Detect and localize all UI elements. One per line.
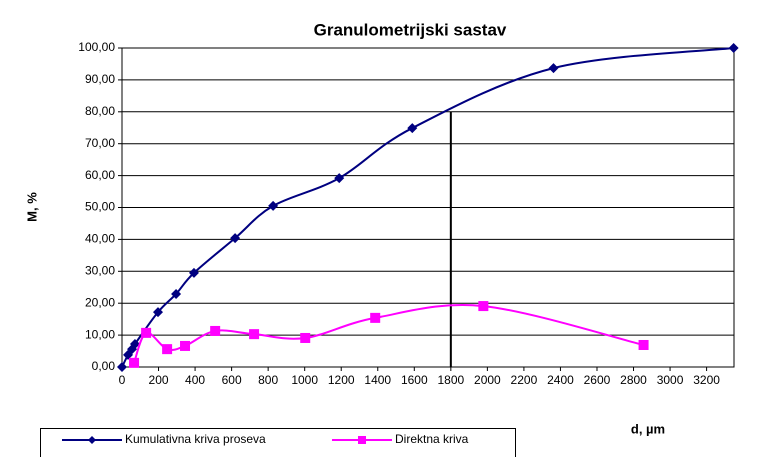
x-tick-label: 1800 — [437, 373, 464, 387]
data-point — [638, 339, 649, 350]
data-point — [300, 332, 311, 343]
data-point — [334, 173, 345, 184]
y-tick-label: 10,00 — [85, 327, 115, 341]
legend-label: Kumulativna kriva proseva — [125, 432, 266, 446]
x-tick-label: 0 — [119, 373, 126, 387]
data-point — [117, 362, 127, 372]
legend — [40, 428, 516, 457]
data-point — [370, 312, 381, 323]
y-tick-label: 0,00 — [92, 359, 116, 373]
y-tick-label: 50,00 — [85, 200, 115, 214]
y-tick-label: 60,00 — [85, 168, 115, 182]
y-tick-label: 20,00 — [85, 295, 115, 309]
x-axis-label: d, µm — [631, 421, 665, 436]
x-tick-label: 600 — [222, 373, 242, 387]
y-tick-label: 30,00 — [85, 263, 115, 277]
y-tick-label: 40,00 — [85, 232, 115, 246]
data-point — [152, 307, 163, 318]
x-tick-label: 2600 — [584, 373, 611, 387]
x-tick-label: 200 — [149, 373, 169, 387]
legend-marker — [88, 436, 96, 444]
legend-marker — [358, 436, 366, 444]
x-tick-label: 2800 — [620, 373, 647, 387]
data-point — [180, 340, 191, 351]
x-tick-label: 2400 — [547, 373, 574, 387]
y-tick-label: 100,00 — [78, 40, 115, 54]
y-tick-label: 80,00 — [85, 104, 115, 118]
data-point — [249, 329, 260, 340]
x-tick-label: 400 — [185, 373, 205, 387]
legend-label: Direktna kriva — [395, 432, 469, 446]
x-tick-label: 2000 — [474, 373, 501, 387]
x-tick-label: 1000 — [291, 373, 318, 387]
x-tick-label: 1600 — [401, 373, 428, 387]
x-tick-label: 1200 — [328, 373, 355, 387]
data-point — [210, 325, 221, 336]
data-point — [129, 357, 140, 368]
data-point — [268, 200, 279, 211]
data-point — [230, 233, 241, 244]
data-point — [188, 267, 199, 278]
data-point — [162, 344, 173, 355]
data-point — [407, 123, 418, 134]
data-point — [171, 288, 182, 299]
data-point — [129, 339, 140, 350]
x-tick-label: 800 — [258, 373, 278, 387]
x-tick-label: 1400 — [364, 373, 391, 387]
data-point — [548, 63, 559, 74]
data-point — [478, 301, 489, 312]
y-tick-label: 90,00 — [85, 72, 115, 86]
chart-title: Granulometrijski sastav — [314, 20, 507, 39]
y-tick-label: 70,00 — [85, 136, 115, 150]
data-point — [141, 327, 152, 338]
x-tick-label: 3000 — [657, 373, 684, 387]
x-tick-label: 2200 — [511, 373, 538, 387]
y-axis-label: M, % — [24, 192, 39, 222]
data-point — [728, 43, 739, 53]
x-tick-label: 3200 — [693, 373, 720, 387]
